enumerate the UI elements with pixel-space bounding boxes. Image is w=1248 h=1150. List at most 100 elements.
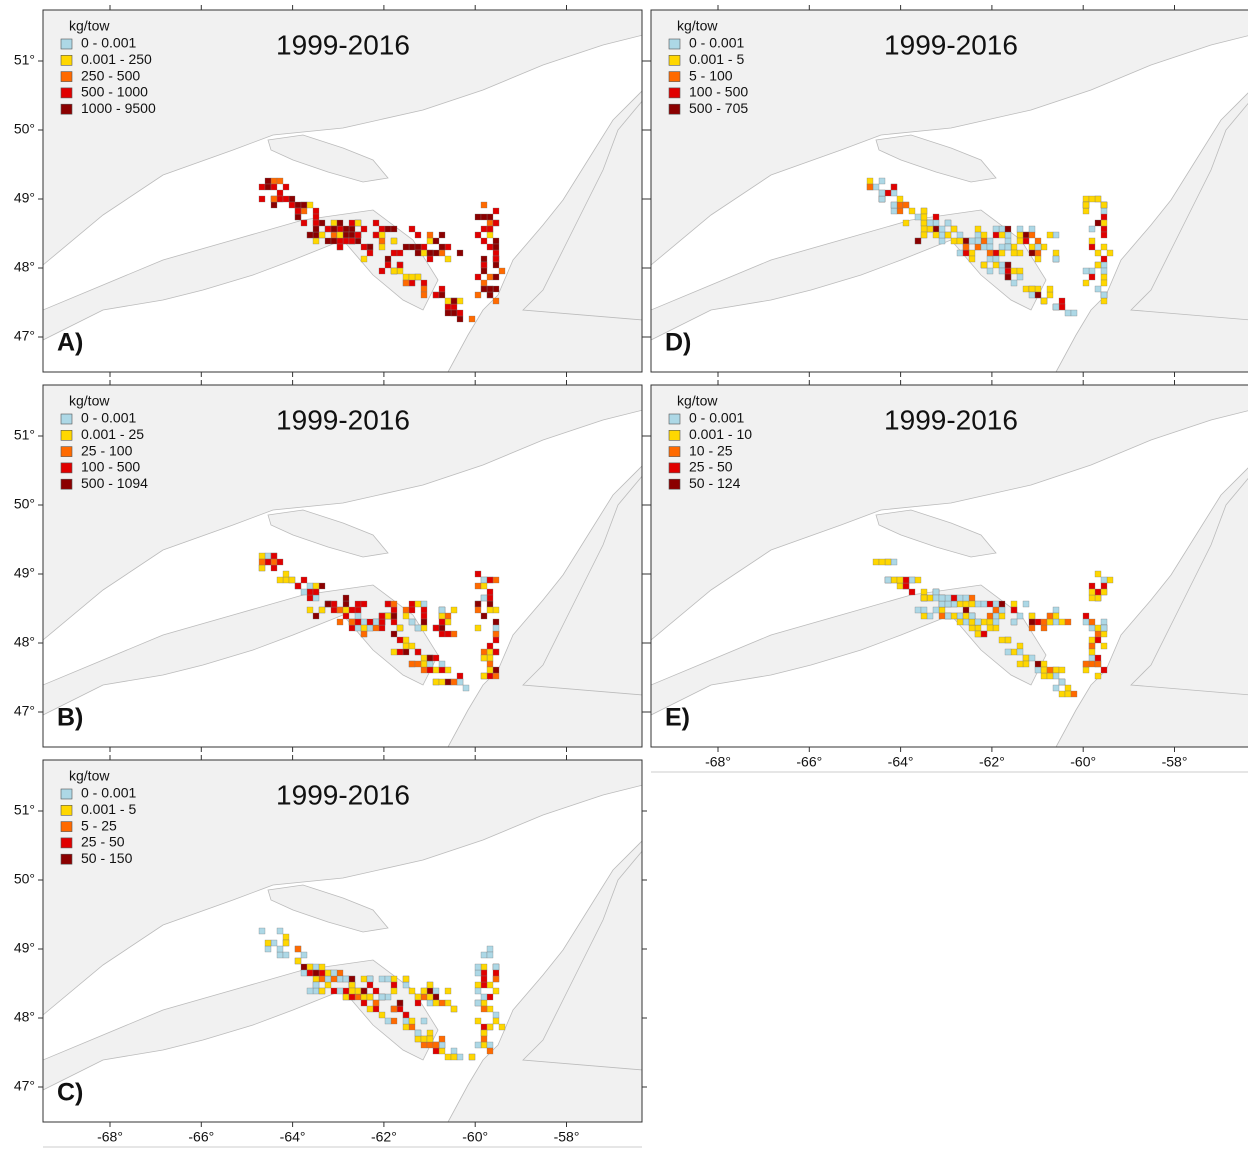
legend-label: 50 - 124 [689, 475, 741, 491]
grid-cell [486, 606, 494, 614]
legend-swatch [668, 478, 681, 490]
grid-cell [968, 255, 976, 263]
grid-cell [938, 606, 946, 614]
grid-cell [486, 225, 494, 233]
grid-cell [1094, 630, 1102, 638]
grid-cell [1100, 582, 1108, 590]
grid-cell [1100, 630, 1108, 638]
grid-cell [402, 636, 410, 644]
grid-cell [914, 213, 922, 221]
grid-cell [312, 213, 320, 221]
grid-cell [300, 588, 308, 596]
grid-cell [342, 594, 350, 602]
grid-cell [486, 588, 494, 596]
grid-cell [348, 219, 356, 227]
grid-cell [474, 213, 482, 221]
grid-cell [342, 225, 350, 233]
grid-cell [1058, 303, 1066, 311]
grid-cell [390, 630, 398, 638]
grid-cell [342, 600, 350, 608]
grid-cell [258, 552, 266, 560]
grid-cell [890, 576, 898, 584]
legend-label: 5 - 100 [689, 67, 733, 83]
grid-cell [276, 576, 284, 584]
grid-cell [1070, 309, 1078, 317]
grid-cell [1010, 243, 1018, 251]
grid-cell [1082, 666, 1090, 674]
grid-cell [1088, 267, 1096, 275]
grid-cell [932, 594, 940, 602]
grid-cell [420, 1041, 428, 1049]
grid-cell [1010, 606, 1018, 614]
grid-cell [474, 624, 482, 632]
grid-cell [306, 969, 314, 977]
grid-cell [300, 963, 308, 971]
grid-cell [408, 225, 416, 233]
grid-cell [980, 231, 988, 239]
grid-cell [1046, 612, 1054, 620]
grid-cell [992, 249, 1000, 257]
grid-cell [1106, 249, 1114, 257]
grid-cell [342, 975, 350, 983]
grid-cell [354, 993, 362, 1001]
grid-cell [974, 618, 982, 626]
grid-cell [414, 993, 422, 1001]
grid-cell [986, 267, 994, 275]
grid-cell [896, 576, 904, 584]
lat-label: 51° [14, 802, 35, 818]
grid-cell [390, 648, 398, 656]
grid-cell [444, 1053, 452, 1061]
grid-cell [402, 243, 410, 251]
grid-cell [938, 612, 946, 620]
grid-cell [902, 582, 910, 590]
grid-cell [1028, 618, 1036, 626]
grid-cell [938, 231, 946, 239]
grid-cell [1100, 261, 1108, 269]
legend-swatch [60, 87, 73, 99]
grid-cell [1052, 303, 1060, 311]
grid-cell [360, 999, 368, 1007]
grid-cell [270, 201, 278, 209]
grid-cell [492, 648, 500, 656]
grid-cell [306, 231, 314, 239]
grid-cell [974, 225, 982, 233]
grid-cell [1004, 273, 1012, 281]
grid-cell [498, 267, 506, 275]
grid-cell [474, 981, 482, 989]
grid-cell [968, 624, 976, 632]
grid-cell [450, 1005, 458, 1013]
grid-cell [264, 183, 272, 191]
panel-frame [42, 384, 643, 748]
grid-cell [414, 999, 422, 1007]
grid-cell [1100, 624, 1108, 632]
grid-cell [312, 981, 320, 989]
legend-title: kg/tow [677, 18, 718, 34]
grid-cell [288, 195, 296, 203]
grid-cell [492, 261, 500, 269]
island [267, 884, 389, 933]
grid-cell [1100, 666, 1108, 674]
grid-cell [384, 993, 392, 1001]
grid-cell [264, 945, 272, 953]
lat-label: 50° [14, 871, 35, 887]
grid-cell [372, 999, 380, 1007]
grid-cell [438, 243, 446, 251]
grid-cell [408, 279, 416, 287]
grid-cell [456, 315, 464, 323]
grid-cell [920, 207, 928, 215]
grid-cell [438, 285, 446, 293]
grid-cell [396, 261, 404, 269]
grid-cell [276, 951, 284, 959]
grid-cell [1088, 654, 1096, 662]
grid-cell [492, 255, 500, 263]
grid-cell [1094, 624, 1102, 632]
grid-cell [908, 576, 916, 584]
grid-cell [956, 618, 964, 626]
grid-cell [312, 588, 320, 596]
grid-cell [300, 969, 308, 977]
grid-cell [1082, 660, 1090, 668]
grid-cell [486, 642, 494, 650]
grid-cell [986, 612, 994, 620]
panel-label: B) [57, 704, 83, 732]
